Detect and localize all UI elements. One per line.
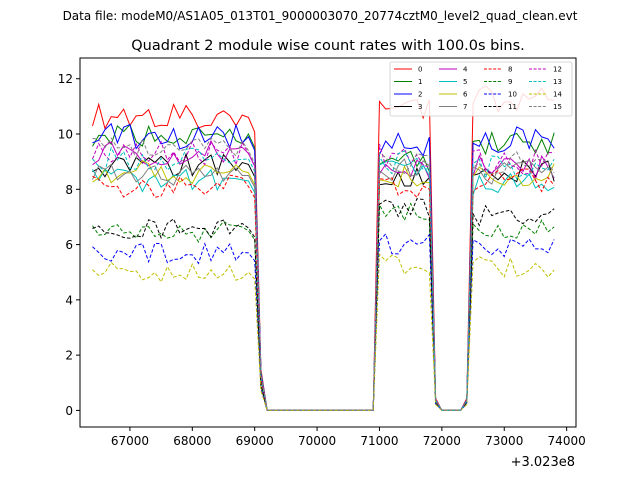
x-axis: 67000 68000 69000 70000 71000 72000 73000 74000 bbox=[111, 427, 586, 448]
y-tick-label: 6 bbox=[65, 238, 73, 252]
chart-title: Quadrant 2 module wise count rates with … bbox=[131, 38, 525, 54]
legend-label-0: 0 bbox=[418, 66, 422, 74]
legend-box bbox=[389, 61, 573, 117]
legend-label-11: 11 bbox=[508, 103, 517, 111]
figure-suptitle: Data file: modeM0/AS1A05_013T01_90000030… bbox=[63, 9, 578, 23]
legend-label-8: 8 bbox=[508, 66, 512, 74]
y-tick-label: 8 bbox=[65, 183, 73, 197]
x-tick-label: 68000 bbox=[173, 434, 211, 448]
y-axis: 0 2 4 6 8 10 12 bbox=[58, 72, 80, 418]
y-tick-label: 12 bbox=[58, 72, 73, 86]
legend-label-10: 10 bbox=[508, 91, 517, 99]
x-tick-label: 70000 bbox=[298, 434, 336, 448]
legend-label-5: 5 bbox=[463, 78, 467, 86]
x-tick-label: 67000 bbox=[111, 434, 149, 448]
legend-label-6: 6 bbox=[463, 91, 468, 99]
x-tick-label: 71000 bbox=[360, 434, 398, 448]
plot-lines bbox=[91, 85, 555, 411]
x-tick-label: 73000 bbox=[485, 434, 523, 448]
series-line-14 bbox=[92, 253, 555, 411]
legend-label-1: 1 bbox=[418, 78, 422, 86]
x-tick-label: 72000 bbox=[423, 434, 461, 448]
legend-label-2: 2 bbox=[418, 91, 422, 99]
legend-label-7: 7 bbox=[463, 103, 467, 111]
legend-label-14: 14 bbox=[553, 91, 562, 99]
legend-label-4: 4 bbox=[463, 66, 468, 74]
x-tick-label: 74000 bbox=[548, 434, 586, 448]
legend-label-15: 15 bbox=[553, 103, 562, 111]
x-tick-label: 69000 bbox=[236, 434, 274, 448]
x-offset-label: +3.023e8 bbox=[511, 455, 575, 470]
y-tick-label: 10 bbox=[58, 128, 73, 142]
legend-label-13: 13 bbox=[553, 78, 562, 86]
y-tick-label: 0 bbox=[65, 404, 73, 418]
legend-label-9: 9 bbox=[508, 78, 512, 86]
legend-label-12: 12 bbox=[553, 66, 562, 74]
y-tick-label: 2 bbox=[65, 349, 73, 363]
y-tick-label: 4 bbox=[65, 293, 73, 307]
series-line-15 bbox=[92, 137, 555, 411]
plot-frame bbox=[79, 57, 577, 428]
legend-label-3: 3 bbox=[418, 103, 422, 111]
